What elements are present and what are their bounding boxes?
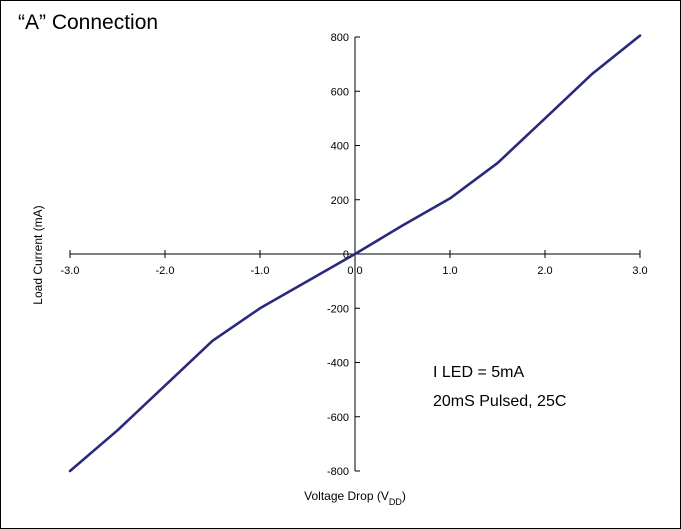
annotation-iled: I LED = 5mA <box>433 364 524 381</box>
y-tick-label: -400 <box>327 358 349 370</box>
x-tick-label: -1.0 <box>251 265 270 277</box>
y-axis-label: Load Current (mA) <box>31 205 45 304</box>
y-tick-label: -600 <box>327 412 349 424</box>
y-ticks: 800 600 400 200 0 -200 -400 -600 -800 <box>327 32 360 478</box>
x-tick-label: -3.0 <box>61 265 80 277</box>
x-tick-label: 3.0 <box>632 265 647 277</box>
x-tick-label: 0.0 <box>347 265 362 277</box>
y-tick-label: 800 <box>331 32 349 44</box>
y-tick-label: -200 <box>327 303 349 315</box>
y-tick-label: 0 <box>343 249 349 261</box>
y-tick-label: 400 <box>331 141 349 153</box>
x-tick-label: -2.0 <box>156 265 175 277</box>
y-tick-label: -800 <box>327 466 349 478</box>
series-group <box>68 34 642 473</box>
annotation-pulse: 20mS Pulsed, 25C <box>433 393 566 410</box>
x-axis-label-subscript: DD <box>389 497 402 507</box>
x-axis-label-close: ) <box>402 489 406 503</box>
x-tick-label: 2.0 <box>537 265 552 277</box>
x-ticks: -3.0 -2.0 -1.0 0.0 1.0 2.0 3.0 <box>61 250 648 277</box>
chart-title: “A” Connection <box>18 11 159 34</box>
x-axis-label: Voltage Drop (VDD) <box>304 489 406 507</box>
series-line-load-current <box>68 34 642 473</box>
x-axis-label-main: Voltage Drop (V <box>304 489 389 503</box>
x-tick-label: 1.0 <box>442 265 457 277</box>
y-tick-label: 200 <box>331 195 349 207</box>
y-tick-label: 600 <box>331 86 349 98</box>
